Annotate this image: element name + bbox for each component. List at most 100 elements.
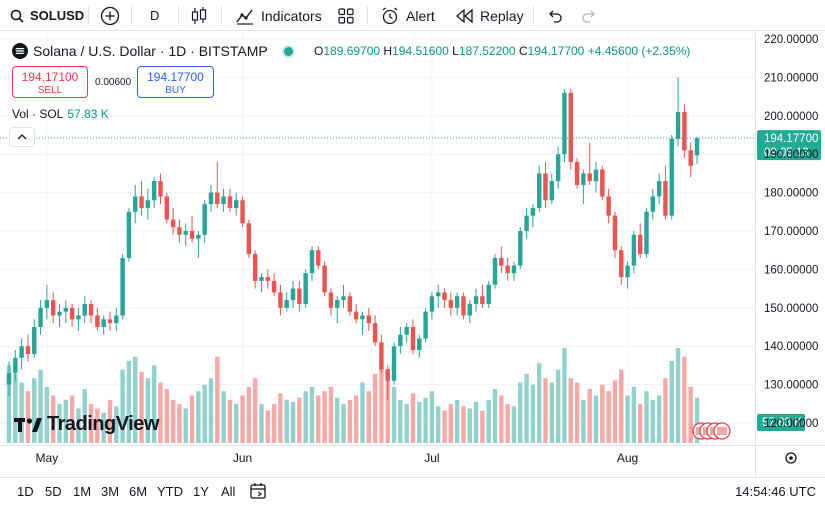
volume-bar — [196, 391, 201, 443]
candle-body — [454, 296, 460, 308]
volume-bar — [372, 373, 378, 443]
candle-body — [328, 292, 334, 308]
utc-clock[interactable]: 14:54:46 UTC — [735, 484, 816, 499]
candle — [644, 207, 649, 258]
volume-bar — [436, 406, 441, 443]
volume-bar — [385, 378, 390, 443]
volume-legend[interactable]: Vol · SOL 57.83 K — [12, 107, 109, 121]
volume-bar — [442, 410, 447, 443]
compare-symbol-button[interactable] — [100, 0, 120, 31]
candle — [637, 223, 643, 258]
candle-body — [694, 138, 700, 156]
candle — [505, 257, 510, 281]
candle — [50, 292, 56, 324]
alert-button[interactable]: Alert — [380, 0, 435, 31]
candle-body — [436, 292, 441, 297]
candle — [189, 215, 195, 243]
alarm-clock-icon — [382, 6, 398, 24]
volume-bar — [50, 395, 56, 443]
chart-type-button[interactable] — [190, 0, 208, 31]
volume-bar — [88, 404, 94, 443]
indicators-button[interactable]: Indicators — [235, 0, 322, 31]
candle — [145, 188, 151, 220]
range-5d[interactable]: 5D — [45, 484, 62, 499]
tradingview-logo-icon — [14, 417, 42, 432]
volume-legend-label: Vol · SOL — [12, 107, 64, 121]
volume-bar — [6, 365, 12, 443]
last-price-tag-countdown: 09:05:13 — [764, 147, 809, 159]
candle — [126, 207, 132, 262]
candle-body — [234, 200, 239, 208]
range-6m[interactable]: 6M — [129, 484, 148, 499]
change-value: +4.45600 (+2.35%) — [587, 44, 691, 58]
candle-body — [530, 207, 536, 216]
volume-bar — [189, 395, 195, 443]
divider — [178, 6, 179, 25]
volume-legend-value: 57.83 K — [67, 107, 109, 121]
volume-bar — [486, 399, 491, 443]
range-1y[interactable]: 1Y — [193, 484, 209, 499]
candle — [612, 211, 618, 258]
symbol-legend[interactable]: Solana / U.S. Dollar · 1D · BITSTAMP — [12, 42, 293, 60]
candle — [265, 269, 270, 289]
economic-event-flag-icon[interactable] — [713, 422, 731, 440]
candle-body — [120, 257, 125, 316]
candle-body — [177, 227, 182, 235]
price-tick-label: 130.00000 — [764, 380, 818, 392]
close-label: C — [518, 44, 528, 58]
sell-button[interactable]: 194.17100 SELL — [12, 66, 88, 98]
candle — [297, 280, 302, 312]
candle — [6, 361, 12, 397]
collapse-legend-button[interactable] — [9, 127, 35, 147]
redo-button[interactable] — [582, 0, 598, 31]
price-chart[interactable]: 194.17700 09:05:13 57.83 K 120.00000 130.00… — [0, 31, 825, 477]
solana-logo-icon — [12, 43, 28, 59]
candle-body — [637, 234, 643, 255]
volume-bar — [423, 397, 428, 443]
volume-bar — [259, 404, 264, 443]
volume-bar — [316, 395, 321, 443]
candle-body — [574, 161, 580, 185]
candle-body — [284, 300, 289, 308]
candle-body — [63, 307, 69, 312]
candle-body — [50, 300, 56, 316]
candle — [347, 292, 353, 316]
symbol-search-button[interactable]: SOLUSD — [10, 0, 84, 31]
volume-bar — [694, 397, 700, 443]
candle — [593, 161, 599, 193]
volume-bar — [32, 378, 37, 443]
volume-bar — [265, 410, 270, 443]
candle-body — [379, 342, 384, 370]
range-all[interactable]: All — [221, 484, 236, 499]
candle — [562, 88, 567, 162]
range-1m[interactable]: 1M — [73, 484, 92, 499]
settings-gear-icon[interactable] — [785, 452, 797, 464]
templates-button[interactable] — [338, 0, 354, 31]
low-label: L — [452, 44, 459, 58]
volume-bar — [524, 373, 529, 443]
ohlc-values: O189.69700 H194.51600 L187.52200 C194.17… — [314, 44, 690, 58]
candle — [398, 327, 403, 354]
undo-button[interactable] — [546, 0, 562, 31]
candle-body — [189, 231, 195, 239]
candle — [379, 334, 384, 374]
volume-bar — [637, 404, 643, 443]
replay-button[interactable]: Replay — [456, 0, 524, 31]
candle-body — [473, 296, 479, 304]
volume-bar — [63, 399, 69, 443]
market-status-icon — [283, 46, 293, 56]
candle-body — [76, 315, 81, 320]
replay-label: Replay — [480, 7, 524, 24]
range-1d[interactable]: 1D — [17, 484, 34, 499]
volume-bar — [126, 360, 132, 443]
buy-button[interactable]: 194.17700 BUY — [137, 66, 214, 98]
range-3m[interactable]: 3M — [101, 484, 120, 499]
candle-body — [202, 204, 207, 235]
volume-bar — [656, 395, 662, 443]
candle-body — [259, 277, 264, 281]
range-ytd[interactable]: YTD — [157, 484, 183, 499]
candle — [303, 269, 308, 308]
candle-body — [423, 311, 428, 339]
interval-button[interactable]: D — [150, 0, 159, 31]
date-range-button[interactable] — [249, 481, 269, 506]
